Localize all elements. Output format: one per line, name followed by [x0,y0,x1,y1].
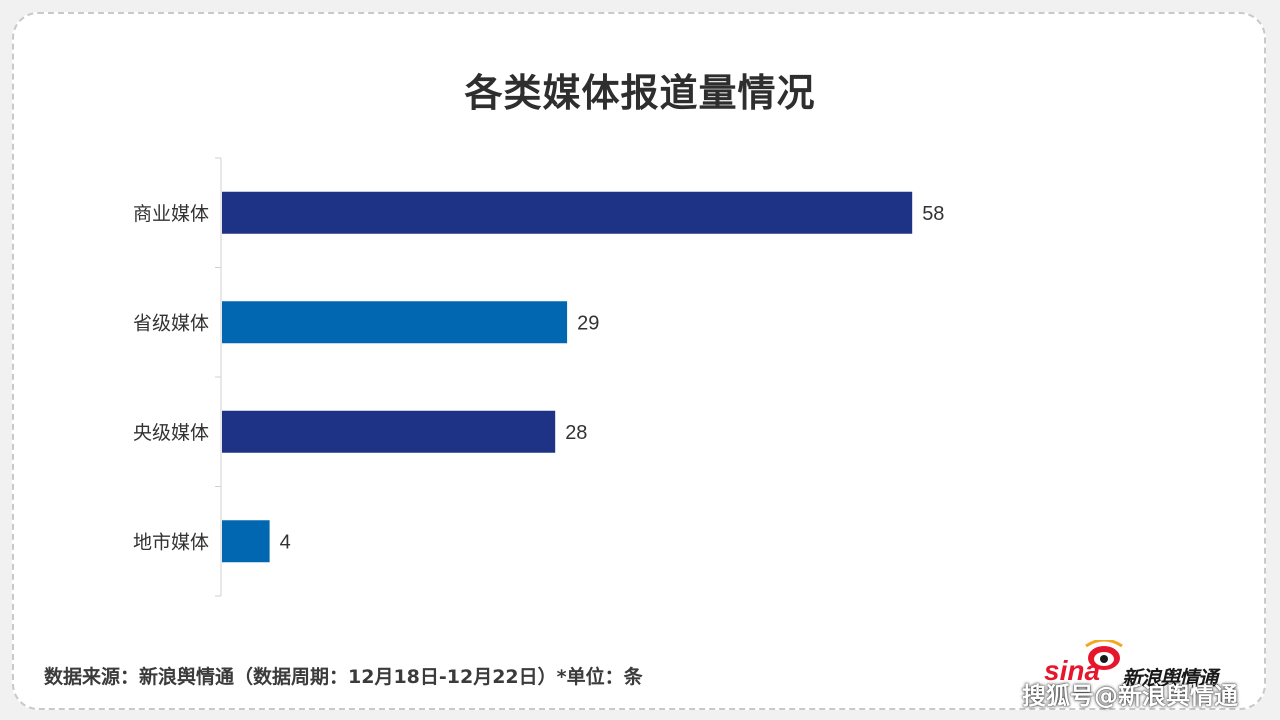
category-label: 地市媒体 [133,531,209,553]
bar [222,410,556,453]
bar [222,191,913,234]
bar [222,520,270,563]
category-label: 央级媒体 [133,422,209,444]
logo-caption: 新浪舆情通 [1122,666,1218,690]
watermark: 搜狐号@新浪舆情通 [1022,682,1238,710]
category-label: 省级媒体 [133,312,209,334]
data-label: 28 [565,422,587,444]
category-label: 商业媒体 [133,203,209,225]
sina-brand-text: sina [1044,655,1100,684]
sina-logo: sina 新浪舆情通 [1040,638,1250,690]
data-label: 4 [280,531,291,553]
data-label: 29 [577,312,599,334]
sina-eye-icon: sina [1044,638,1123,686]
data-label: 58 [922,203,944,225]
chart-title: 各类媒体报道量情况 [464,71,816,115]
bar [222,301,568,344]
data-source-note: 数据来源：新浪舆情通（数据周期：12月18日-12月22日）*单位：条 [44,666,643,688]
